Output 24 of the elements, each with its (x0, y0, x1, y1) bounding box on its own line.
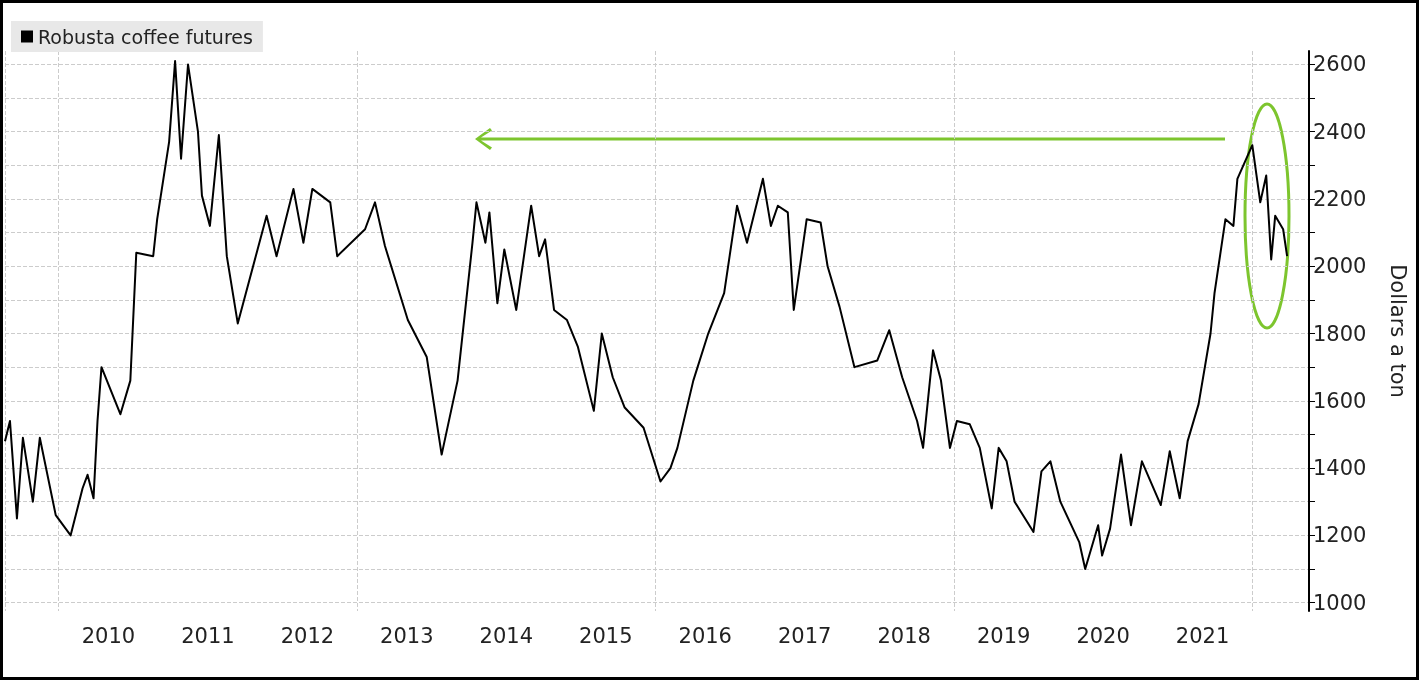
x-tick-label: 2019 (976, 623, 1031, 648)
legend-label: Robusta coffee futures (38, 25, 253, 48)
x-tick-label: 2014 (479, 623, 534, 648)
x-tick-label: 2012 (280, 623, 335, 648)
y-tick-label: 1600 (1313, 388, 1367, 413)
y-tick-label: 2600 (1313, 52, 1367, 77)
line-series (4, 60, 1289, 570)
x-tick-label: 2015 (579, 623, 633, 648)
x-tick-label: 2021 (1175, 623, 1230, 648)
x-tick-label: 2011 (181, 623, 235, 648)
x-tick-label: 2013 (380, 623, 434, 648)
y-tick-label: 2000 (1313, 254, 1367, 279)
x-tick-label: 2018 (877, 623, 931, 648)
y-tick-label: 1200 (1313, 523, 1367, 548)
y-tick-label: 2200 (1313, 186, 1367, 211)
x-tick-label: 2017 (777, 623, 832, 648)
x-tick-label: 2010 (81, 623, 136, 648)
y-tick-label: 2400 (1313, 119, 1367, 144)
x-tick-label: 2020 (1076, 623, 1130, 648)
y-tick-label: 1400 (1313, 456, 1367, 481)
y-tick-label: 1800 (1313, 321, 1367, 346)
y-tick-label: 1000 (1313, 590, 1367, 615)
y-axis-title: Dollars a ton (1385, 264, 1410, 398)
x-tick-label: 2016 (678, 623, 732, 648)
